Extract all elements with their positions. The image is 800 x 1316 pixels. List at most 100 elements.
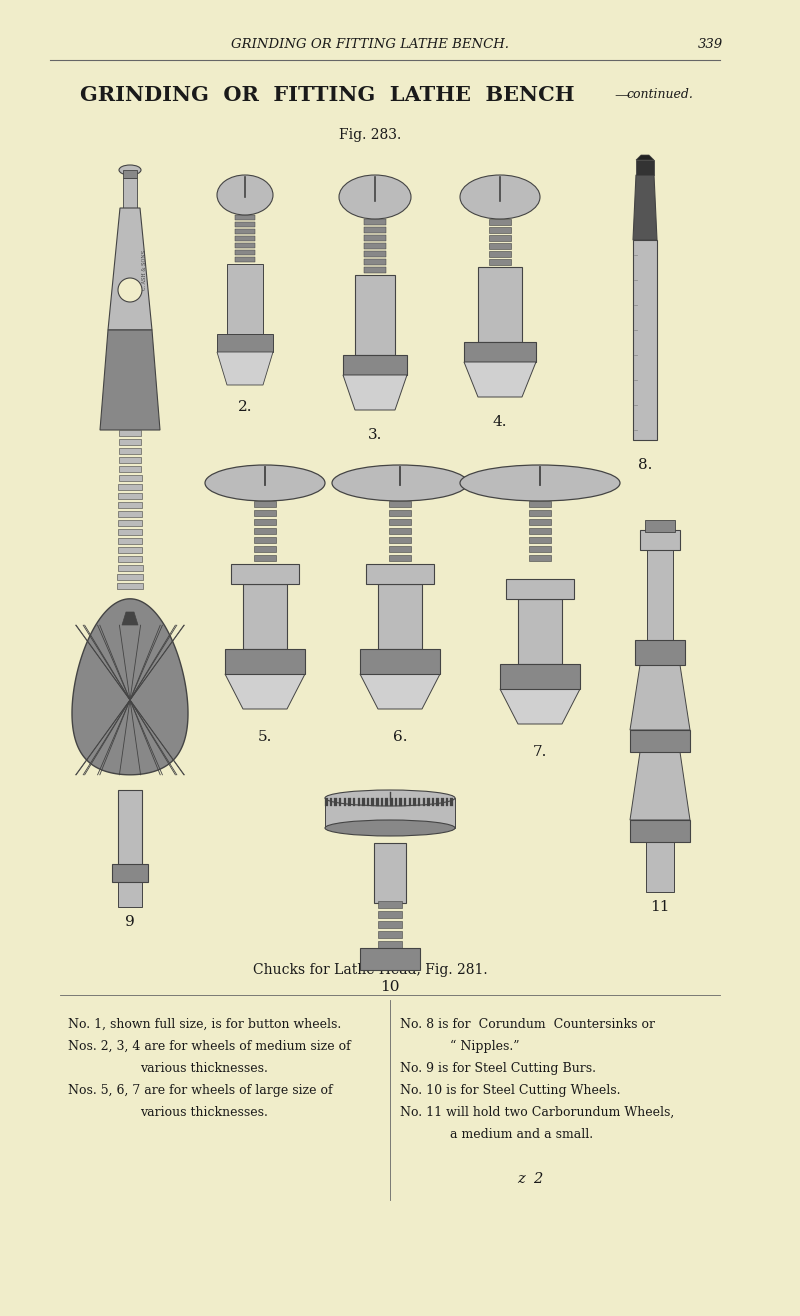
Bar xyxy=(243,584,287,649)
Bar xyxy=(633,240,657,440)
Bar xyxy=(529,537,551,544)
Bar xyxy=(381,797,383,805)
Bar xyxy=(217,334,273,351)
Bar xyxy=(646,842,674,892)
Bar xyxy=(446,797,448,805)
Text: 7.: 7. xyxy=(533,745,547,759)
Bar xyxy=(119,430,141,436)
Text: 2.: 2. xyxy=(238,400,252,415)
Text: 339: 339 xyxy=(698,38,722,51)
Bar xyxy=(235,243,255,247)
Bar xyxy=(118,790,142,865)
Bar xyxy=(325,797,327,805)
Bar xyxy=(378,901,402,908)
Bar xyxy=(235,236,255,241)
Bar xyxy=(464,342,536,362)
Bar xyxy=(640,530,680,550)
Bar xyxy=(389,546,411,551)
Bar xyxy=(389,555,411,561)
Text: No. 9 is for Steel Cutting Burs.: No. 9 is for Steel Cutting Burs. xyxy=(400,1062,596,1075)
Bar xyxy=(118,520,142,526)
Bar xyxy=(389,537,411,544)
Bar xyxy=(227,265,263,334)
Bar xyxy=(427,797,430,805)
Bar xyxy=(254,546,276,551)
Bar xyxy=(404,797,406,805)
Text: 3.: 3. xyxy=(368,428,382,442)
Bar xyxy=(364,251,386,257)
Text: continued.: continued. xyxy=(626,88,693,101)
Bar xyxy=(254,528,276,534)
Bar xyxy=(386,797,388,805)
Bar xyxy=(118,511,142,517)
Text: 11: 11 xyxy=(650,900,670,915)
Bar xyxy=(362,797,365,805)
Bar xyxy=(432,797,434,805)
Bar xyxy=(353,797,355,805)
Bar xyxy=(118,583,142,590)
Bar xyxy=(364,259,386,265)
Polygon shape xyxy=(225,674,305,709)
Bar xyxy=(389,528,411,534)
Polygon shape xyxy=(108,208,152,330)
Bar xyxy=(506,579,574,599)
Bar xyxy=(422,797,425,805)
Bar xyxy=(118,475,142,482)
Bar xyxy=(112,865,148,882)
Ellipse shape xyxy=(119,164,141,175)
Polygon shape xyxy=(636,161,654,175)
Bar xyxy=(630,820,690,842)
Bar xyxy=(231,565,299,584)
Bar xyxy=(348,797,350,805)
Ellipse shape xyxy=(460,175,540,218)
Bar xyxy=(529,528,551,534)
Bar xyxy=(330,797,332,805)
Bar xyxy=(118,565,142,571)
Text: 5.: 5. xyxy=(258,730,272,744)
Ellipse shape xyxy=(332,465,468,501)
Bar xyxy=(325,797,455,828)
Bar xyxy=(489,243,511,249)
Bar xyxy=(254,537,276,544)
Polygon shape xyxy=(122,612,138,625)
Circle shape xyxy=(118,278,142,301)
Bar xyxy=(360,649,440,674)
Bar xyxy=(118,484,142,490)
Polygon shape xyxy=(636,155,654,161)
Bar xyxy=(378,584,422,649)
Text: various thicknesses.: various thicknesses. xyxy=(140,1062,268,1075)
Bar xyxy=(366,797,370,805)
Bar xyxy=(119,440,141,445)
Bar xyxy=(123,170,137,178)
Polygon shape xyxy=(217,351,273,386)
Text: Nos. 5, 6, 7 are for wheels of large size of: Nos. 5, 6, 7 are for wheels of large siz… xyxy=(68,1084,333,1098)
Bar xyxy=(529,501,551,507)
Bar xyxy=(364,218,386,225)
Bar xyxy=(378,921,402,928)
Bar xyxy=(235,222,255,226)
Text: 10: 10 xyxy=(380,980,400,994)
Text: Chucks for Lathe Head, Fig. 281.: Chucks for Lathe Head, Fig. 281. xyxy=(253,963,487,976)
Text: C. ASH & SONS: C. ASH & SONS xyxy=(142,250,147,290)
Bar xyxy=(630,730,690,751)
Polygon shape xyxy=(630,665,690,730)
Bar xyxy=(118,574,142,580)
Bar xyxy=(343,797,346,805)
Polygon shape xyxy=(360,674,440,709)
Bar xyxy=(118,457,142,463)
Text: No. 1, shown full size, is for button wheels.: No. 1, shown full size, is for button wh… xyxy=(68,1019,342,1030)
Bar xyxy=(225,649,305,674)
Bar xyxy=(500,665,580,690)
Bar xyxy=(378,930,402,938)
Ellipse shape xyxy=(325,820,455,836)
Bar xyxy=(529,519,551,525)
Bar xyxy=(254,501,276,507)
Text: 6.: 6. xyxy=(393,730,407,744)
Polygon shape xyxy=(633,175,657,240)
Polygon shape xyxy=(500,690,580,724)
Bar xyxy=(529,555,551,561)
Bar xyxy=(254,511,276,516)
Bar xyxy=(118,501,142,508)
Bar xyxy=(478,267,522,342)
Bar xyxy=(118,555,142,562)
